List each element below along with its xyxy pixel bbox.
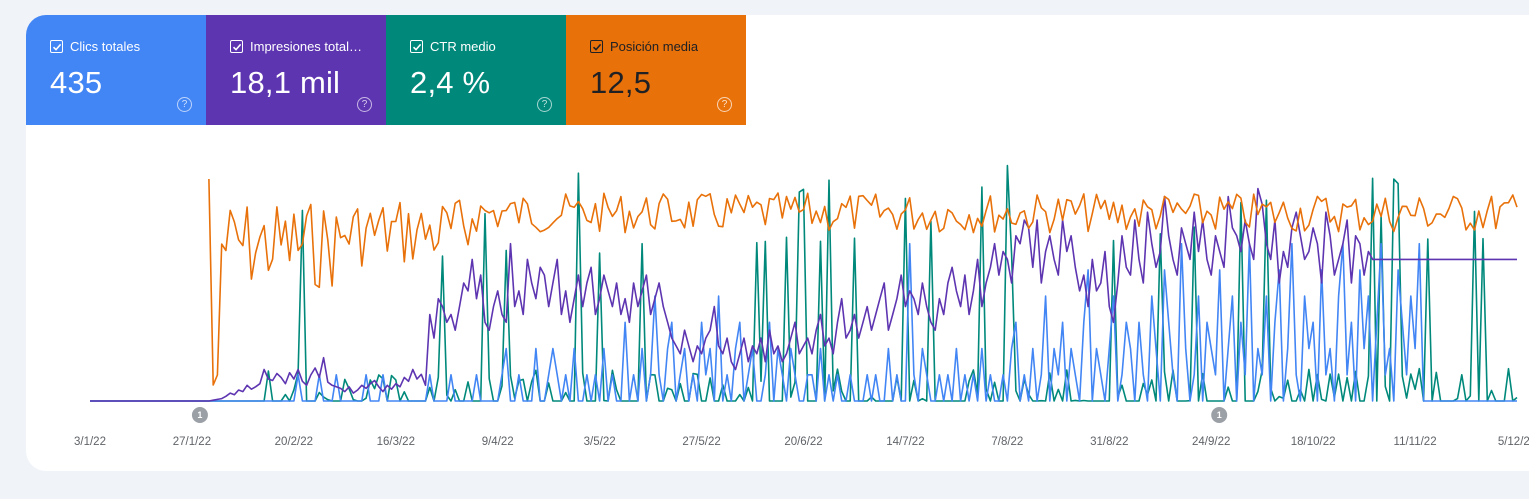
series-line-impressions xyxy=(90,187,1517,402)
checkbox-checked-icon[interactable] xyxy=(410,40,423,53)
help-icon[interactable]: ? xyxy=(537,97,552,112)
series-line-clicks xyxy=(90,242,1517,402)
metric-value: 12,5 xyxy=(590,65,652,100)
x-tick-label: 5/12/22 xyxy=(1498,436,1529,448)
performance-card: Clics totales 435 ? Impresiones total… 1… xyxy=(26,15,1529,471)
annotation-marker[interactable]: 1 xyxy=(191,407,208,423)
checkbox-checked-icon[interactable] xyxy=(50,40,63,53)
x-tick-label: 20/2/22 xyxy=(275,436,313,448)
annotation-marker[interactable]: 1 xyxy=(1211,407,1228,423)
help-icon[interactable]: ? xyxy=(357,97,372,112)
metric-position[interactable]: Posición media 12,5 ? xyxy=(566,15,746,125)
x-tick-label: 9/4/22 xyxy=(482,436,514,448)
x-tick-label: 11/11/22 xyxy=(1394,436,1437,448)
metric-value: 2,4 % xyxy=(410,65,491,100)
metric-ctr[interactable]: CTR medio 2,4 % ? xyxy=(386,15,566,125)
checkbox-checked-icon[interactable] xyxy=(590,40,603,53)
metric-impressions[interactable]: Impresiones total… 18,1 mil ? xyxy=(206,15,386,125)
series-line-position xyxy=(208,178,1518,386)
x-tick-label: 27/5/22 xyxy=(682,436,720,448)
x-tick-label: 31/8/22 xyxy=(1090,436,1128,448)
series-line-ctr xyxy=(90,164,1518,402)
svg-text:1: 1 xyxy=(1217,410,1222,420)
metric-value: 18,1 mil xyxy=(230,65,341,100)
metric-tabs: Clics totales 435 ? Impresiones total… 1… xyxy=(26,15,746,125)
x-tick-label: 14/7/22 xyxy=(886,436,924,448)
checkbox-checked-icon[interactable] xyxy=(230,40,243,53)
x-tick-label: 20/6/22 xyxy=(784,436,822,448)
x-tick-label: 27/1/22 xyxy=(173,436,211,448)
metric-clicks[interactable]: Clics totales 435 ? xyxy=(26,15,206,125)
x-tick-label: 24/9/22 xyxy=(1192,436,1230,448)
x-tick-label: 3/1/22 xyxy=(74,436,106,448)
help-icon[interactable]: ? xyxy=(717,97,732,112)
metric-value: 435 xyxy=(50,65,103,100)
x-tick-label: 7/8/22 xyxy=(991,436,1023,448)
performance-chart: 3/1/22 27/1/22 20/2/22 16/3/22 9/4/22 3/5/22 2… xyxy=(74,164,1529,448)
x-tick-label: 18/10/22 xyxy=(1291,436,1336,448)
x-tick-label: 16/3/22 xyxy=(377,436,415,448)
help-icon[interactable]: ? xyxy=(177,97,192,112)
svg-text:1: 1 xyxy=(197,410,202,420)
x-tick-label: 3/5/22 xyxy=(584,436,616,448)
